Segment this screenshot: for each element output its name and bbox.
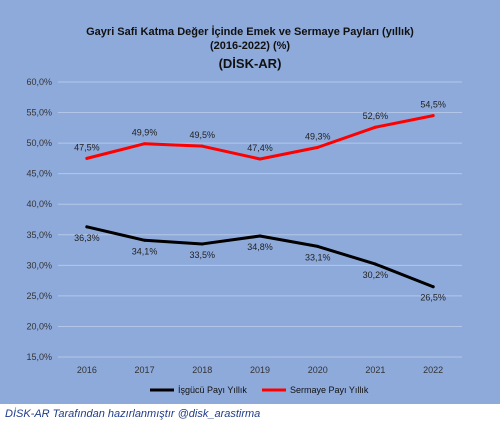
data-label: 30,2% xyxy=(363,270,389,280)
legend-label: İşgücü Payı Yıllık xyxy=(178,385,247,395)
data-label: 52,6% xyxy=(363,111,389,121)
data-label: 47,5% xyxy=(74,142,100,152)
x-tick-label: 2016 xyxy=(77,365,97,375)
y-tick-label: 35,0% xyxy=(26,230,52,240)
y-tick-label: 45,0% xyxy=(26,169,52,179)
data-point xyxy=(200,242,204,246)
data-point xyxy=(373,262,377,266)
data-label: 54,5% xyxy=(420,100,446,110)
y-tick-label: 30,0% xyxy=(26,260,52,270)
line-chart: 15,0% 20,0% 25,0% 30,0% 35,0% 40,0% 45,0% 50,0%… xyxy=(26,77,462,395)
legend-label: Sermaye Payı Yıllık xyxy=(290,385,369,395)
y-tick-label: 25,0% xyxy=(26,291,52,301)
y-tick-label: 40,0% xyxy=(26,199,52,209)
data-label: 36,3% xyxy=(74,233,100,243)
data-point xyxy=(200,144,204,148)
data-label: 47,4% xyxy=(247,143,273,153)
data-point xyxy=(316,145,320,149)
chart-source-label: (DİSK-AR) xyxy=(218,56,282,71)
data-label: 49,5% xyxy=(190,130,216,140)
chart-subtitle: (2016-2022) (%) xyxy=(209,40,291,52)
data-label: 33,1% xyxy=(305,252,331,262)
data-point xyxy=(143,142,147,146)
footer-credit: DİSK-AR Tarafından hazırlanmıştır @disk_… xyxy=(5,408,261,420)
x-tick-label: 2018 xyxy=(192,365,212,375)
data-point xyxy=(258,234,262,238)
data-label: 34,8% xyxy=(247,242,273,252)
data-label: 26,5% xyxy=(420,293,446,303)
x-tick-label: 2022 xyxy=(423,365,443,375)
x-tick-label: 2017 xyxy=(135,365,155,375)
chart-title: Gayri Safi Katma Değer İçinde Emek ve Se… xyxy=(86,26,414,38)
data-point xyxy=(316,244,320,248)
data-point xyxy=(143,238,147,242)
data-point xyxy=(85,225,89,229)
x-tick-label: 2020 xyxy=(308,365,328,375)
y-tick-label: 50,0% xyxy=(26,138,52,148)
y-tick-label: 60,0% xyxy=(26,77,52,87)
y-tick-label: 15,0% xyxy=(26,352,52,362)
x-tick-label: 2021 xyxy=(365,365,385,375)
data-label: 33,5% xyxy=(190,250,216,260)
y-tick-label: 20,0% xyxy=(26,321,52,331)
data-point xyxy=(431,285,435,289)
data-label: 34,1% xyxy=(132,246,158,256)
data-label: 49,9% xyxy=(132,128,158,138)
data-point xyxy=(431,114,435,118)
chart-panel: Gayri Safi Katma Değer İçinde Emek ve Se… xyxy=(0,0,500,404)
data-point xyxy=(258,157,262,161)
data-point xyxy=(85,156,89,160)
y-tick-label: 55,0% xyxy=(26,108,52,118)
data-label: 49,3% xyxy=(305,131,331,141)
data-point xyxy=(373,125,377,129)
x-tick-label: 2019 xyxy=(250,365,270,375)
